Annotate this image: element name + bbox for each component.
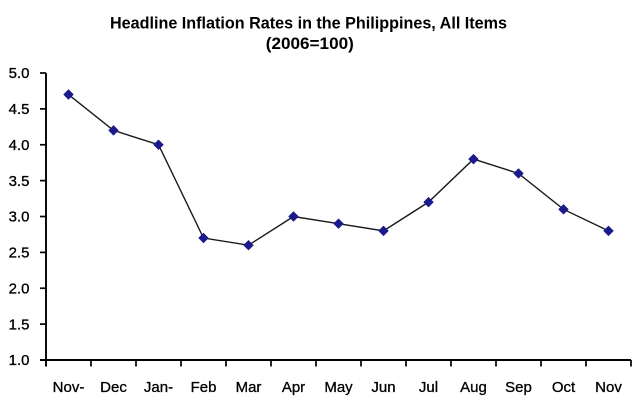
svg-text:Dec: Dec: [100, 379, 127, 396]
svg-text:Oct: Oct: [552, 379, 576, 396]
svg-text:4.0: 4.0: [9, 137, 30, 154]
svg-text:Headline Inflation Rates in th: Headline Inflation Rates in the Philippi…: [110, 14, 507, 33]
svg-text:Mar: Mar: [236, 379, 262, 396]
svg-text:2.5: 2.5: [9, 245, 30, 262]
svg-text:1.5: 1.5: [9, 316, 30, 333]
svg-text:Jun: Jun: [371, 379, 395, 396]
svg-text:Jul: Jul: [419, 379, 438, 396]
svg-text:Nov-: Nov-: [53, 379, 85, 396]
svg-text:Nov: Nov: [595, 379, 622, 396]
svg-text:1.0: 1.0: [9, 352, 30, 369]
svg-text:4.5: 4.5: [9, 101, 30, 118]
svg-text:Apr: Apr: [282, 379, 305, 396]
svg-text:Aug: Aug: [460, 379, 487, 396]
svg-text:3.0: 3.0: [9, 209, 30, 226]
svg-text:May: May: [324, 379, 353, 396]
svg-text:5.0: 5.0: [9, 65, 30, 82]
svg-text:Jan-: Jan-: [144, 379, 173, 396]
svg-text:3.5: 3.5: [9, 173, 30, 190]
svg-text:(2006=100): (2006=100): [266, 34, 354, 53]
svg-text:Sep: Sep: [505, 379, 532, 396]
svg-text:2.0: 2.0: [9, 280, 30, 297]
svg-text:Feb: Feb: [191, 379, 217, 396]
